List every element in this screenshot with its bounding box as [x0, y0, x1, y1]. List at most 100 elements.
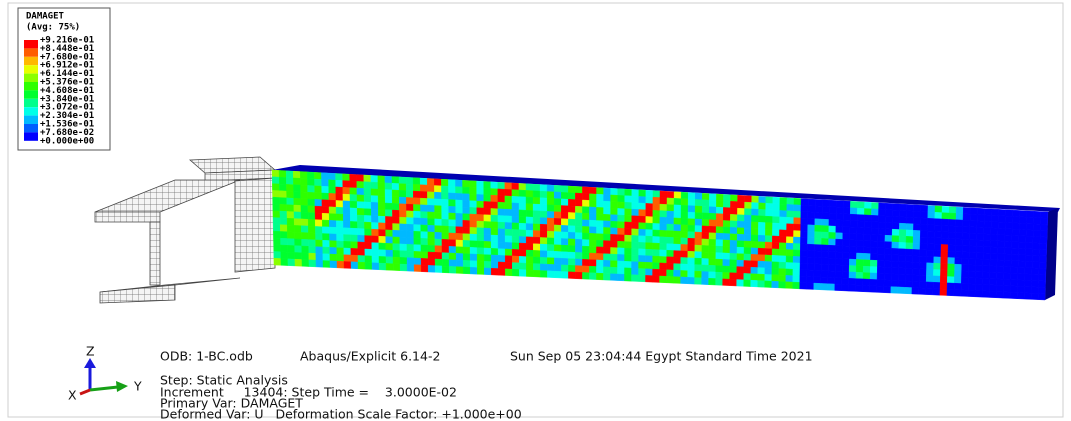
- mesh-cell: [287, 225, 294, 232]
- mesh-cell: [800, 237, 807, 244]
- mesh-cell: [948, 232, 955, 239]
- mesh-cell: [279, 191, 286, 198]
- mesh-cell: [984, 215, 991, 222]
- mesh-cell: [456, 240, 463, 247]
- mesh-cell: [582, 187, 589, 194]
- mesh-cell: [357, 228, 364, 235]
- mesh-cell: [913, 230, 920, 237]
- mesh-cell: [407, 231, 414, 238]
- mesh-cell: [420, 198, 427, 205]
- mesh-cell: [920, 231, 927, 238]
- mesh-cell: [596, 220, 603, 227]
- mesh-cell: [1025, 274, 1032, 281]
- mesh-cell: [1026, 217, 1033, 224]
- mesh-cell: [695, 219, 702, 226]
- mesh-cell: [1020, 210, 1027, 217]
- mesh-cell: [603, 254, 610, 261]
- mesh-cell: [898, 274, 905, 281]
- mesh-cell: [449, 220, 456, 227]
- mesh-cell: [942, 225, 949, 232]
- mesh-cell: [716, 214, 723, 221]
- mesh-cell: [779, 281, 786, 288]
- mesh-cell: [723, 240, 730, 247]
- mesh-cell: [730, 227, 737, 234]
- mesh-cell: [961, 290, 968, 297]
- mesh-cell: [519, 243, 526, 250]
- mesh-cell: [526, 210, 533, 217]
- mesh-cell: [954, 283, 961, 290]
- mesh-cell: [533, 184, 540, 191]
- mesh-cell: [991, 228, 998, 235]
- mesh-cell: [463, 220, 470, 227]
- mesh-cell: [392, 210, 399, 217]
- mesh-cell: [639, 210, 646, 217]
- mesh-cell: [829, 200, 836, 207]
- mesh-cell: [935, 212, 942, 219]
- mesh-cell: [1004, 267, 1011, 274]
- mesh-cell: [435, 226, 442, 233]
- mesh-cell: [512, 210, 519, 217]
- mesh-cell: [822, 226, 829, 233]
- mesh-cell: [554, 265, 561, 272]
- mesh-cell: [821, 271, 828, 278]
- mesh-cell: [843, 214, 850, 221]
- mesh-cell: [294, 225, 301, 232]
- mesh-cell: [294, 198, 301, 205]
- mesh-cell: [561, 232, 568, 239]
- mesh-cell: [737, 215, 744, 222]
- mesh-cell: [990, 247, 997, 254]
- mesh-cell: [449, 200, 456, 207]
- mesh-cell: [765, 274, 772, 281]
- mesh-cell: [843, 227, 850, 234]
- mesh-cell: [786, 237, 793, 244]
- mesh-cell: [963, 226, 970, 233]
- mesh-cell: [512, 190, 519, 197]
- mesh-cell: [653, 230, 660, 237]
- legend-label: +0.000e+00: [40, 136, 94, 146]
- mesh-cell: [653, 204, 660, 211]
- mesh-cell: [512, 269, 519, 276]
- mesh-cell: [878, 216, 885, 223]
- mesh-cell: [400, 251, 407, 258]
- mesh-cell: [772, 268, 779, 275]
- mesh-cell: [989, 278, 996, 285]
- mesh-cell: [1010, 279, 1017, 286]
- mesh-cell: [807, 276, 814, 283]
- mesh-cell: [716, 233, 723, 240]
- mesh-cell: [941, 257, 948, 264]
- mesh-cell: [1018, 248, 1025, 255]
- mesh-cell: [421, 265, 428, 272]
- mesh-cell: [463, 247, 470, 254]
- mesh-cell: [350, 188, 357, 195]
- mesh-cell: [941, 263, 948, 270]
- mesh-cell: [582, 239, 589, 246]
- mesh-cell: [435, 232, 442, 239]
- mesh-cell: [561, 199, 568, 206]
- mesh-cell: [863, 266, 870, 273]
- mesh-cell: [954, 277, 961, 284]
- mesh-cell: [667, 218, 674, 225]
- mesh-cell: [877, 273, 884, 280]
- mesh-cell: [738, 195, 745, 202]
- mesh-cell: [723, 233, 730, 240]
- mesh-cell: [955, 264, 962, 271]
- mesh-cell: [976, 265, 983, 272]
- mesh-cell: [1026, 223, 1033, 230]
- mesh-cell: [582, 193, 589, 200]
- mesh-cell: [554, 238, 561, 245]
- mesh-cell: [456, 193, 463, 200]
- mesh-cell: [589, 233, 596, 240]
- mesh-cell: [323, 247, 330, 254]
- mesh-cell: [618, 248, 625, 255]
- viewport: DAMAGET (Avg: 75%) +9.216e-01+8.448e-01+…: [0, 0, 1071, 421]
- mesh-cell: [709, 213, 716, 220]
- mesh-cell: [400, 224, 407, 231]
- mesh-cell: [927, 237, 934, 244]
- mesh-cell: [477, 194, 484, 201]
- mesh-cell: [892, 248, 899, 255]
- mesh-cell: [899, 223, 906, 230]
- mesh-cell: [505, 262, 512, 269]
- mesh-cell: [695, 193, 702, 200]
- mesh-cell: [828, 245, 835, 252]
- mesh-cell: [596, 247, 603, 254]
